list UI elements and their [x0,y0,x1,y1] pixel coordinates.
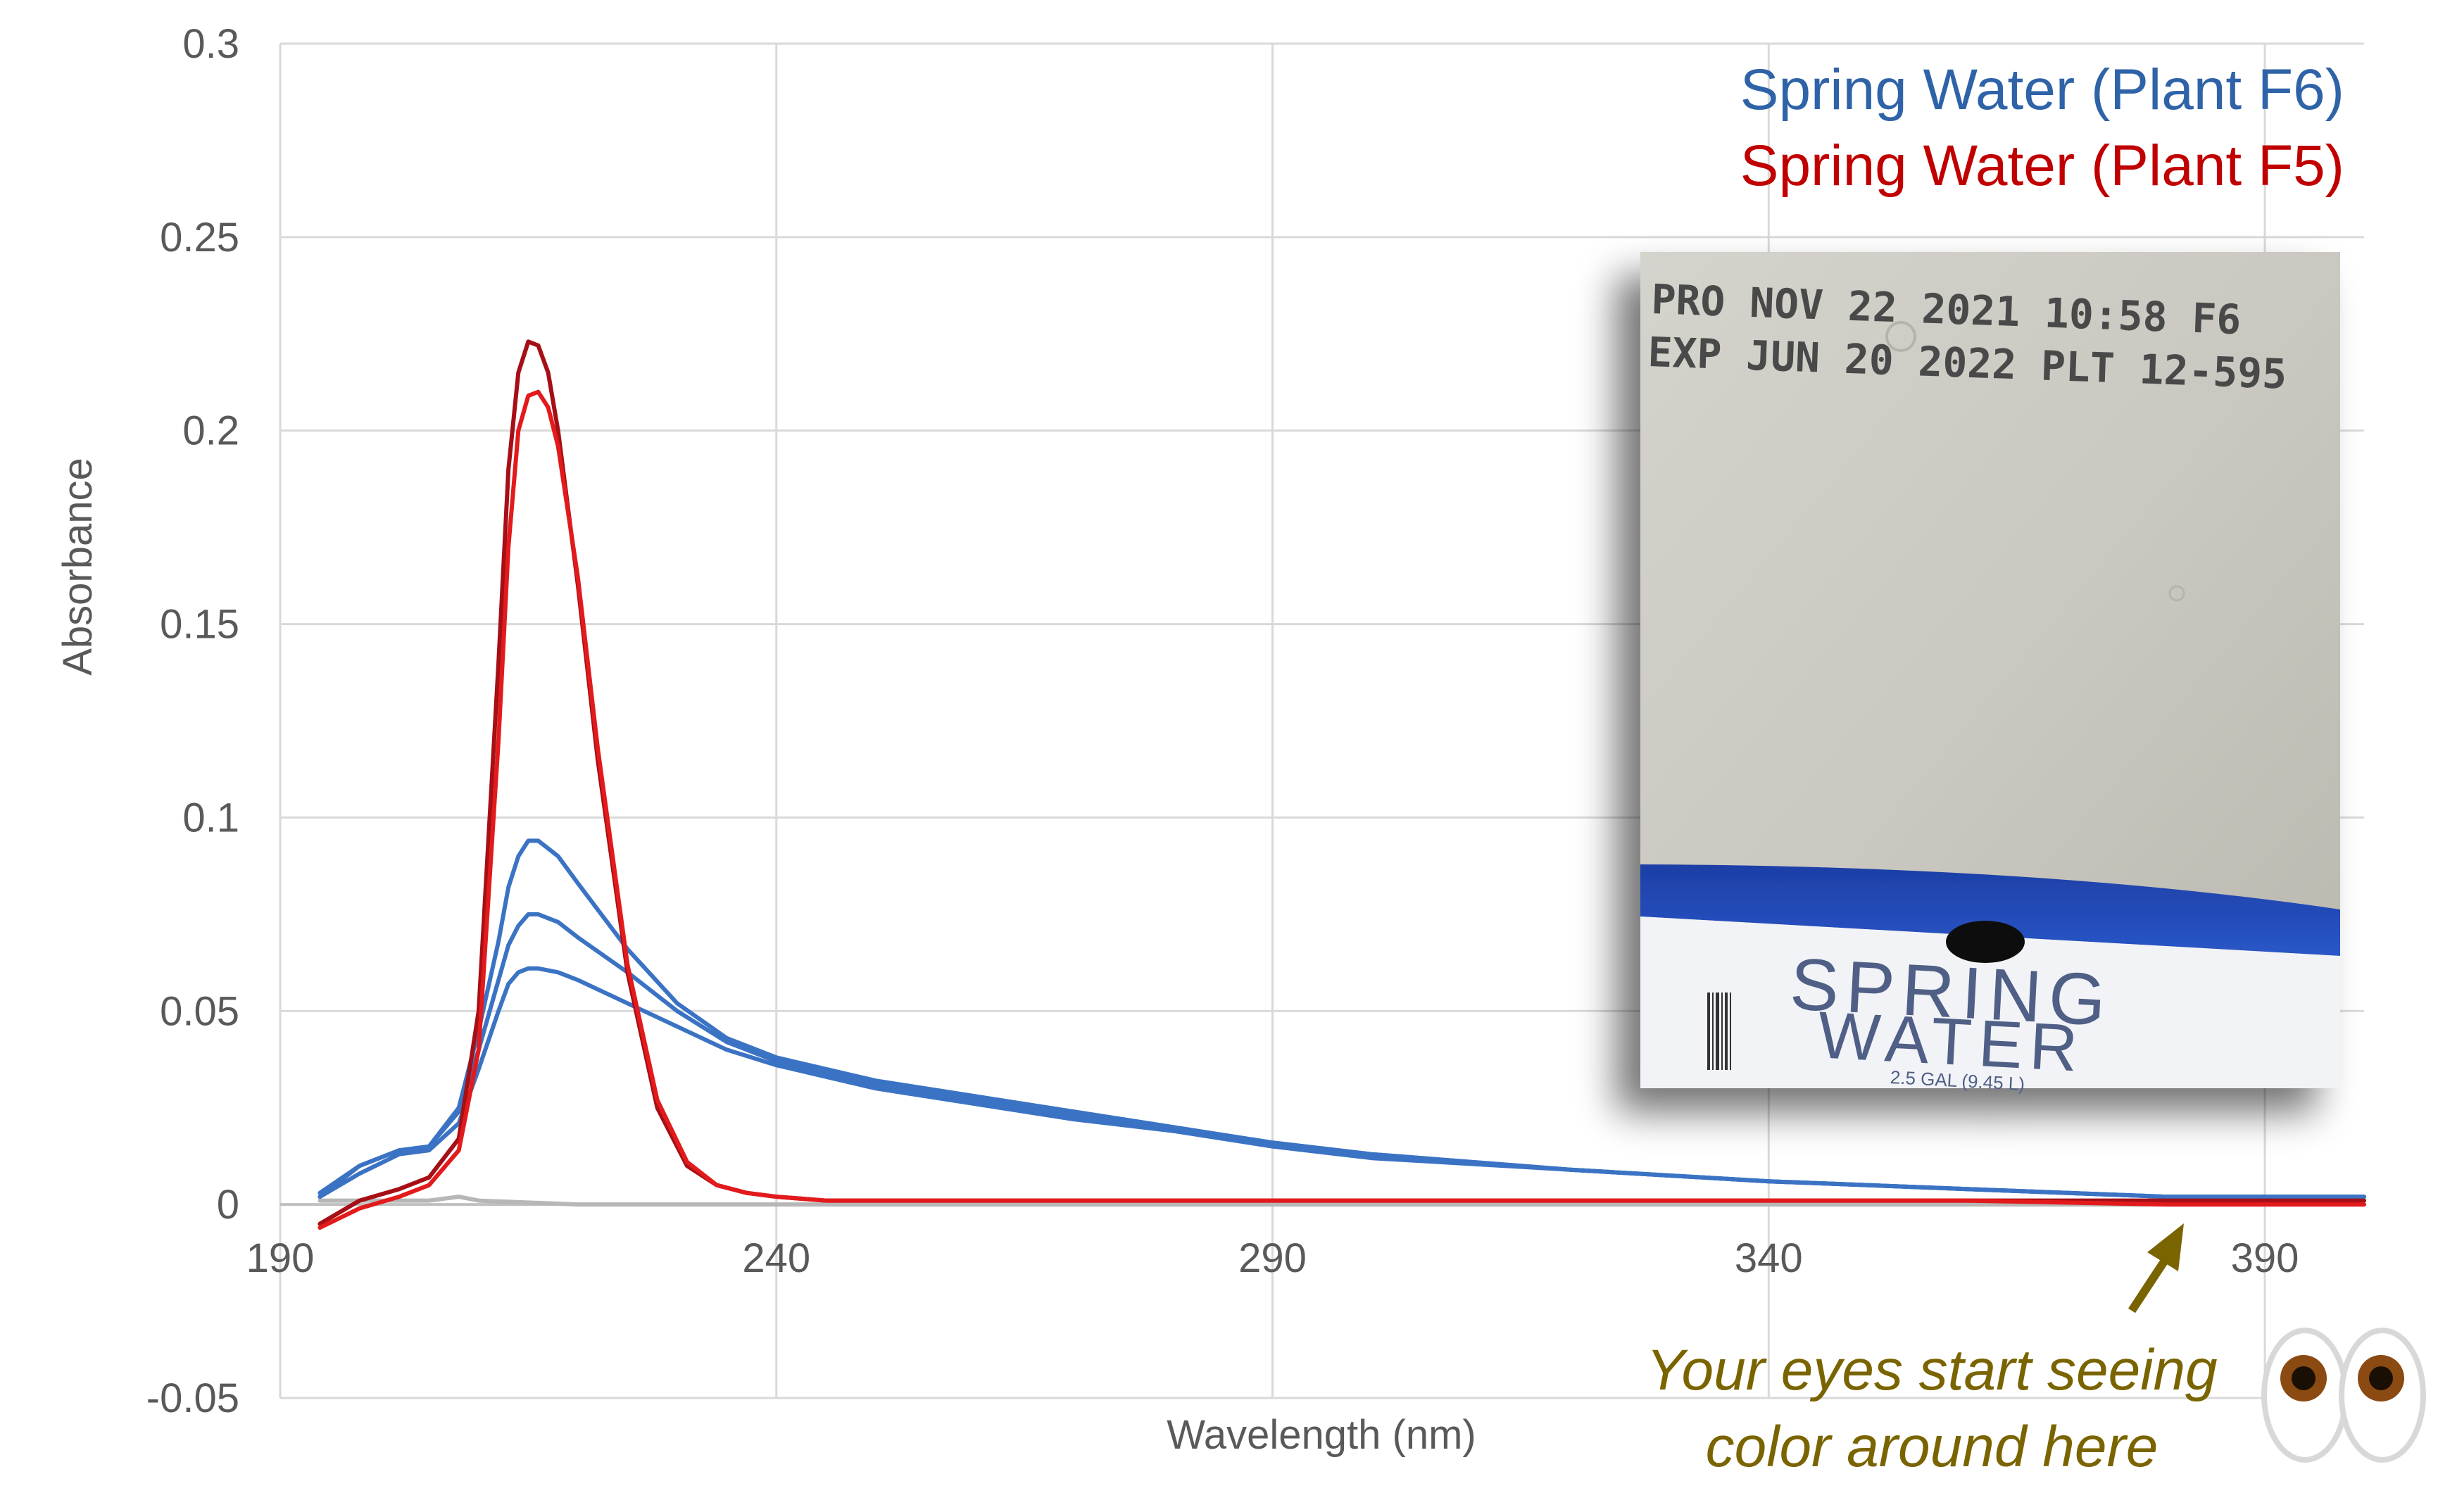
series-line [318,1195,2366,1207]
annotation-arrow-head [2147,1223,2184,1271]
bubble [1885,321,1916,352]
bottle-photo: PRO NOV 22 2021 10:58 F6 EXP JUN 20 2022… [1640,252,2340,1095]
x-tick-label: 290 [1238,1235,1307,1281]
annotation-line-1: Your eyes start seeing [1646,1338,2217,1402]
blue-cap-band [1640,864,2340,956]
eyes-emoji-icon [2261,1328,2426,1463]
x-tick-labels: 190 240 290 340 390 [246,1235,2299,1281]
y-tick-label: 0.3 [182,21,239,67]
label-area [1640,916,2340,1088]
legend-entry-f6: Spring Water (Plant F6) [1740,58,2344,122]
barcode [1707,993,1731,1070]
x-tick-label: 190 [246,1235,315,1281]
series-lines [318,339,2366,1230]
y-tick-label: 0 [217,1182,239,1228]
handle-hole [1946,921,2025,963]
y-axis-title: Absorbance [55,458,101,676]
annotation: Your eyes start seeing color around here [1646,1223,2218,1479]
bubble [2168,585,2185,602]
y-tick-label: -0.05 [146,1375,239,1421]
y-tick-label: 0.2 [182,408,239,454]
x-tick-label: 340 [1735,1235,1803,1281]
series-line [318,389,2366,1230]
legend-entry-f5: Spring Water (Plant F5) [1740,134,2344,198]
y-tick-labels: -0.05 0 0.05 0.1 0.15 0.2 0.25 0.3 [146,21,239,1421]
x-tick-label: 390 [2231,1235,2299,1281]
annotation-line-2: color around here [1706,1415,2159,1479]
y-tick-label: 0.05 [160,988,239,1034]
x-tick-label: 240 [742,1235,810,1281]
y-tick-label: 0.1 [182,795,239,840]
y-tick-label: 0.25 [160,215,239,260]
x-axis-title: Wavelength (nm) [1167,1412,1476,1458]
label-water: WATER [1816,997,2087,1085]
label-spring: SPRING [1788,943,2115,1042]
annotation-arrow-shaft [2128,1254,2171,1313]
y-tick-label: 0.15 [160,602,239,648]
